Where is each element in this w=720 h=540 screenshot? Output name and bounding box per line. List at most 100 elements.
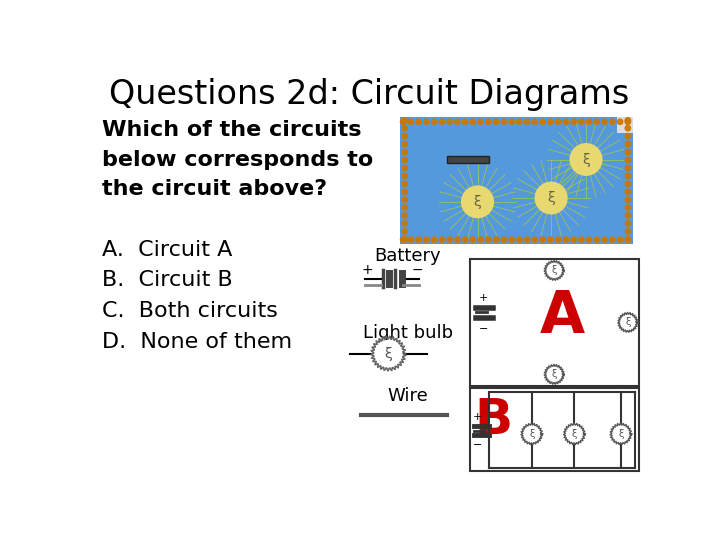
Circle shape: [625, 237, 631, 242]
Circle shape: [579, 237, 584, 242]
Circle shape: [402, 189, 408, 194]
Circle shape: [625, 237, 631, 242]
Circle shape: [586, 119, 592, 125]
Circle shape: [485, 119, 491, 125]
Circle shape: [571, 119, 576, 125]
Circle shape: [470, 237, 476, 242]
Circle shape: [493, 119, 499, 125]
Circle shape: [540, 119, 545, 125]
Circle shape: [617, 119, 623, 125]
Text: Light bulb: Light bulb: [363, 324, 453, 342]
Circle shape: [555, 119, 561, 125]
Text: ξ: ξ: [529, 429, 534, 439]
Circle shape: [586, 237, 592, 242]
Circle shape: [439, 237, 444, 242]
Circle shape: [402, 157, 408, 163]
Bar: [400, 117, 632, 244]
Circle shape: [625, 133, 631, 139]
Circle shape: [532, 119, 538, 125]
Circle shape: [462, 237, 468, 242]
Circle shape: [625, 197, 631, 202]
Text: Battery: Battery: [374, 247, 441, 265]
Circle shape: [478, 119, 483, 125]
Circle shape: [548, 119, 553, 125]
Text: ξ: ξ: [572, 429, 577, 439]
Circle shape: [625, 189, 631, 194]
Circle shape: [540, 237, 545, 242]
Text: ξ: ξ: [474, 195, 482, 209]
Circle shape: [524, 119, 530, 125]
Text: D.  None of them: D. None of them: [102, 332, 292, 352]
Circle shape: [625, 149, 631, 154]
Circle shape: [594, 119, 600, 125]
Circle shape: [625, 118, 631, 123]
Text: B: B: [474, 396, 512, 444]
Text: +: +: [479, 293, 488, 303]
Text: ξ: ξ: [618, 429, 624, 439]
Circle shape: [416, 119, 421, 125]
Circle shape: [602, 237, 607, 242]
Text: C.  Both circuits: C. Both circuits: [102, 301, 277, 321]
Circle shape: [402, 237, 408, 242]
Circle shape: [454, 237, 460, 242]
Circle shape: [548, 237, 553, 242]
Circle shape: [517, 237, 522, 242]
Circle shape: [408, 237, 413, 242]
Bar: [469, 388, 639, 471]
Circle shape: [594, 237, 600, 242]
Circle shape: [536, 183, 567, 213]
Text: ξ: ξ: [552, 265, 557, 275]
Text: ξ: ξ: [547, 191, 555, 205]
Circle shape: [423, 119, 429, 125]
Circle shape: [563, 237, 569, 242]
Bar: [617, 117, 632, 132]
Circle shape: [517, 119, 522, 125]
Text: Questions 2d: Circuit Diagrams: Questions 2d: Circuit Diagrams: [109, 78, 629, 111]
Circle shape: [625, 181, 631, 186]
Text: A: A: [540, 287, 585, 345]
Circle shape: [454, 119, 460, 125]
Circle shape: [625, 221, 631, 226]
Text: Which of the circuits
below corresponds to
the circuit above?: Which of the circuits below corresponds …: [102, 120, 373, 199]
Circle shape: [470, 119, 476, 125]
Circle shape: [625, 205, 631, 210]
Text: B.  Circuit B: B. Circuit B: [102, 271, 233, 291]
Circle shape: [579, 119, 584, 125]
Text: +: +: [473, 413, 482, 422]
Circle shape: [625, 173, 631, 179]
Circle shape: [571, 237, 576, 242]
Bar: [446, 156, 489, 164]
Text: ξ: ξ: [582, 152, 590, 166]
Circle shape: [524, 237, 530, 242]
Text: Wire: Wire: [387, 387, 428, 405]
Circle shape: [532, 237, 538, 242]
Circle shape: [625, 141, 631, 147]
Circle shape: [625, 213, 631, 218]
Circle shape: [431, 119, 437, 125]
Circle shape: [625, 157, 631, 163]
Circle shape: [431, 237, 437, 242]
Circle shape: [447, 237, 452, 242]
Text: +: +: [361, 262, 373, 276]
Text: −: −: [479, 324, 488, 334]
Circle shape: [501, 237, 507, 242]
Circle shape: [439, 119, 444, 125]
Text: −: −: [473, 440, 482, 450]
Circle shape: [501, 119, 507, 125]
Circle shape: [402, 205, 408, 210]
Circle shape: [423, 237, 429, 242]
Text: −: −: [411, 262, 423, 276]
Circle shape: [402, 118, 408, 123]
Circle shape: [610, 237, 615, 242]
Circle shape: [617, 237, 623, 242]
Text: ξ: ξ: [552, 369, 557, 379]
Circle shape: [602, 119, 607, 125]
Circle shape: [402, 229, 408, 234]
Circle shape: [402, 197, 408, 202]
Circle shape: [563, 119, 569, 125]
Circle shape: [570, 144, 601, 175]
Circle shape: [402, 213, 408, 218]
Text: ξ: ξ: [384, 347, 392, 361]
Circle shape: [625, 165, 631, 171]
Circle shape: [402, 221, 408, 226]
